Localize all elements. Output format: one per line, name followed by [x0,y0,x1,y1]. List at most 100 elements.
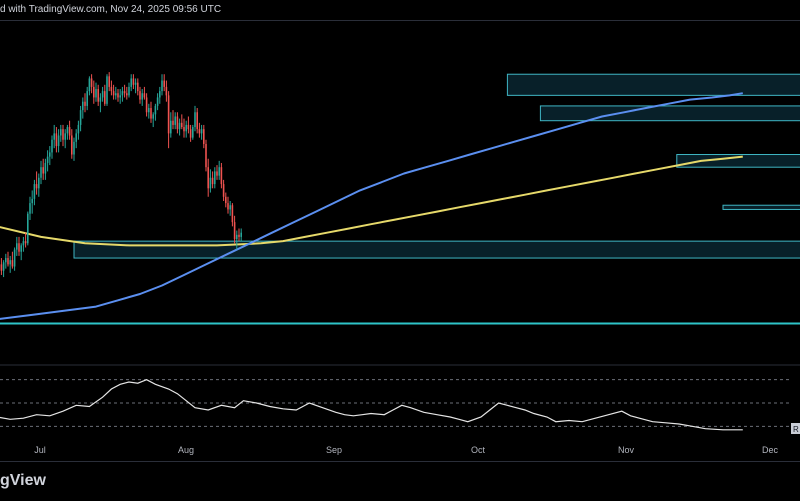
candle-body [150,108,152,119]
watermark-bar: d with TradingView.com, Nov 24, 2025 09:… [0,0,800,21]
zone-box [507,74,800,95]
candle-body [14,250,16,267]
candle-body [203,129,205,144]
candle-body [80,110,82,125]
x-tick-label: Dec [762,445,779,455]
zone-box [74,241,800,258]
candle-body [100,97,102,101]
candle-body [177,116,179,129]
candle-body [225,197,227,203]
candle-body [179,123,181,129]
rsi-pane: R [0,365,800,434]
moving-average-blue [0,93,743,319]
candle-body [214,171,216,184]
candle-body [62,129,64,140]
candle-body [188,125,190,129]
candle-body [75,133,77,141]
candle-body [86,91,88,106]
candle-body [34,184,36,199]
candle-body [133,78,135,84]
candle-body [205,144,207,167]
candle-body [161,81,163,92]
candle-body [135,83,137,85]
candle-body [170,121,172,134]
candle-body [38,178,40,189]
candle-body [183,127,185,131]
candle-body [3,262,5,270]
x-tick-label: Jul [34,445,46,455]
candle-body [49,152,51,156]
candle-body [84,102,86,106]
candle-body [27,214,29,244]
watermark-text: d with TradingView.com, Nov 24, 2025 09:… [0,4,221,15]
candle-body [212,178,214,184]
candle-body [1,264,3,270]
candle-body [5,258,7,262]
candle-body [229,205,231,209]
candle-body [82,102,84,110]
candle-body [174,116,176,124]
tradingview-logo-text: gView [0,472,46,490]
candle-body [194,112,196,127]
candle-body [45,163,47,174]
candle-body [152,114,154,118]
candle-body [51,140,53,153]
candle-body [218,167,220,175]
candle-body [126,93,128,95]
candle-body [157,97,159,105]
candle-body [47,157,49,163]
candle-body [137,83,139,91]
candle-body [199,129,201,133]
candle-body [89,78,91,91]
candle-body [139,91,141,99]
candle-body [20,245,22,251]
candle-body [25,241,27,243]
candle-body [141,93,143,99]
candle-body [181,123,183,127]
candle-body [67,127,69,133]
candle-body [166,87,168,95]
candles-layer [0,72,242,294]
x-tick-label: Sep [326,445,342,455]
x-tick-label: Aug [178,445,194,455]
zone-box [723,205,800,209]
candle-body [71,136,73,155]
candle-body [97,89,99,102]
candle-body [29,203,31,214]
candle-body [207,167,209,188]
candle-body [216,171,218,175]
candle-body [73,142,75,155]
candle-body [192,127,194,138]
candle-body [60,129,62,135]
candle-body [69,127,71,135]
candle-body [130,78,132,86]
candle-body [12,260,14,266]
rsi-line [0,380,743,430]
x-tick-label: Oct [471,445,486,455]
candle-body [18,243,20,251]
candle-body [196,112,198,129]
candle-body [56,133,58,146]
x-axis: Jul Aug Sep Oct Nov Dec [34,445,778,455]
candle-body [119,95,121,97]
candle-body [23,241,25,245]
candle-body [168,95,170,133]
candle-body [172,121,174,125]
candle-body [144,93,146,97]
candle-body [58,136,60,147]
price-chart[interactable]: R Jul Aug Sep Oct Nov Dec [0,20,800,460]
candle-body [210,178,212,189]
candle-body [111,87,113,91]
candle-body [234,222,236,239]
candle-body [163,81,165,87]
candle-body [128,87,130,95]
candle-body [113,91,115,95]
candle-body [223,184,225,197]
zone-box [540,106,800,121]
candle-body [201,129,203,133]
candle-body [117,93,119,97]
x-tick-label: Nov [618,445,635,455]
candle-body [53,133,55,139]
candle-body [16,243,18,249]
moving-averages-layer [0,93,743,319]
